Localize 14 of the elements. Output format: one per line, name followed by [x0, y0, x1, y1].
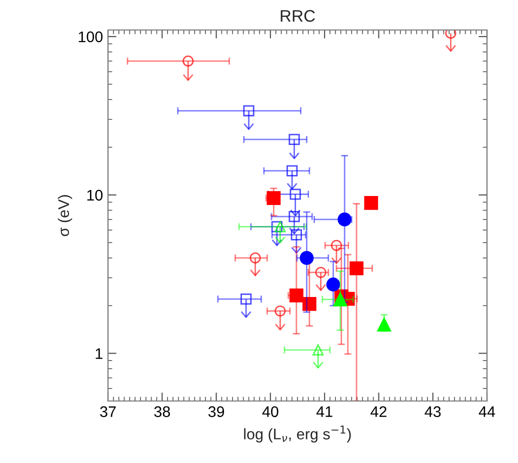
x-tick-label: 38 — [154, 406, 170, 418]
y-tick-label: 100 — [78, 31, 103, 42]
y-tick-label: 1 — [96, 348, 102, 359]
y-axis-title: σ (eV) — [58, 195, 72, 236]
x-tick-label: 42 — [370, 406, 386, 417]
y-tick-label: 10 — [87, 190, 103, 201]
x-tick-label: 37 — [100, 406, 116, 418]
x-tick-label: 44 — [478, 406, 496, 417]
chart-title: RRC — [280, 10, 315, 22]
x-axis-title: log (L$_{ν}$, erg s$^{−1}$) — [244, 426, 351, 442]
x-tick-label: 41 — [316, 406, 332, 417]
x-tick-label: 40 — [262, 406, 278, 418]
x-tick-label: 43 — [424, 406, 441, 418]
x-tick-label: 39 — [208, 406, 224, 418]
